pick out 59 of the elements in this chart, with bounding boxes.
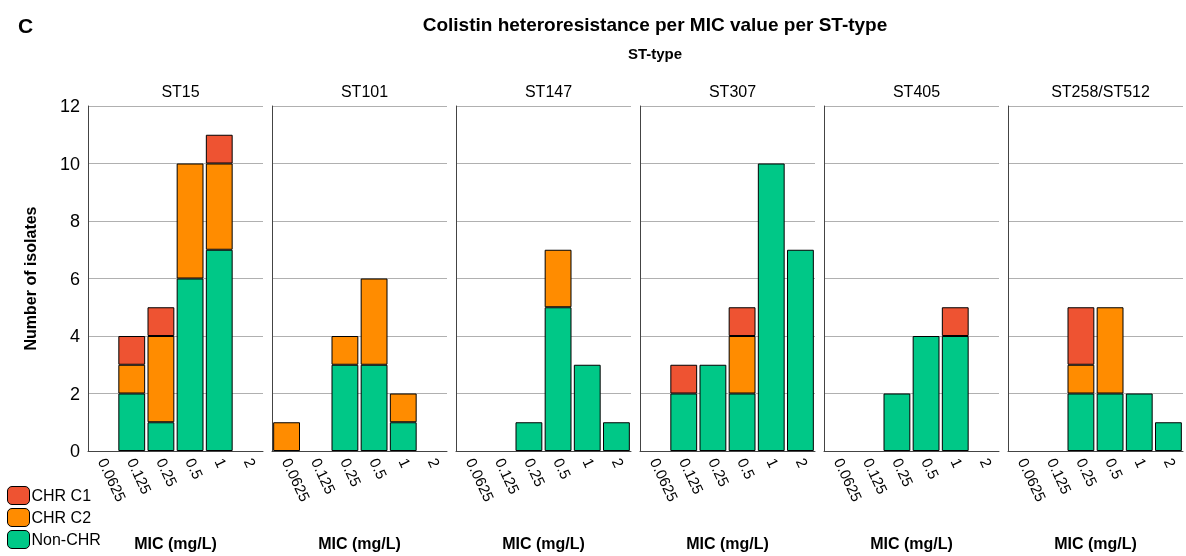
x-tick-label: 2 [1160,455,1180,471]
x-tick-label: 1 [579,455,599,471]
x-tick-label: 0.25 [705,455,733,490]
x-tick-label: 2 [424,455,444,471]
legend-label: CHR C2 [31,509,92,526]
y-tick-label: 10 [59,153,80,174]
x-tick-label: 2 [792,455,812,471]
x-tick-label: 1 [1131,455,1151,471]
x-tick-label: 0.25 [889,455,917,490]
x-tick-label: 0.25 [521,455,549,490]
chart-title: ST405 [892,82,941,100]
bar [757,163,785,451]
x-tick-label: 1 [947,455,967,471]
x-tick-label: 0.5 [182,455,207,482]
chart-title: ST101 [340,82,389,100]
x-tick-label: 0.5 [734,455,759,482]
chart-title: ST307 [708,82,757,100]
x-axis-title: MIC (mg/L) [1054,534,1137,552]
x-axis-title: MIC (mg/L) [502,534,585,552]
x-tick-label: 1 [763,455,783,471]
text: C [18,14,34,38]
chart-title: ST258/ST512 [1051,82,1150,100]
y-axis-title: Number of isolates [21,206,39,351]
x-axis-title: MIC (mg/L) [870,534,953,552]
x-tick-label: 0.5 [366,455,391,482]
y-tick-label: 4 [69,326,80,346]
bar [603,422,630,451]
y-tick-label: 0 [69,441,80,461]
x-axis-title: MIC (mg/L) [318,534,401,552]
legend-label: Non-CHR [31,531,101,548]
bar [1125,393,1153,451]
y-tick-label: 12 [59,96,80,116]
chart-title: ST15 [161,82,200,100]
bar [699,364,727,451]
legend-label: CHR C1 [31,487,92,504]
bar [515,422,543,451]
x-tick-label: 1 [211,455,231,471]
y-tick-label: 6 [69,268,80,289]
chart-title: ST147 [524,82,573,100]
x-tick-label: 0.25 [153,455,181,490]
x-tick-label: 2 [976,455,996,471]
x-tick-label: 0.5 [918,455,943,482]
y-tick-label: 8 [69,211,80,231]
x-tick-label: 2 [608,455,628,471]
x-tick-label: 1 [395,455,415,471]
x-axis-title: MIC (mg/L) [686,534,769,552]
x-tick-label: 2 [240,455,260,471]
x-tick-label: 0.5 [1102,455,1127,482]
text: ST-type [627,45,683,62]
bar [787,249,814,451]
text: Colistin heteroresistance per MIC value per ST-type [422,14,888,36]
bar [1155,422,1182,451]
x-tick-label: 0.5 [550,455,575,482]
bar [573,364,601,451]
y-tick-label: 2 [69,383,80,404]
x-tick-label: 0.25 [337,455,365,490]
bar [273,422,300,451]
x-tick-label: 0.25 [1073,455,1101,490]
x-axis-title: MIC (mg/L) [134,534,217,552]
